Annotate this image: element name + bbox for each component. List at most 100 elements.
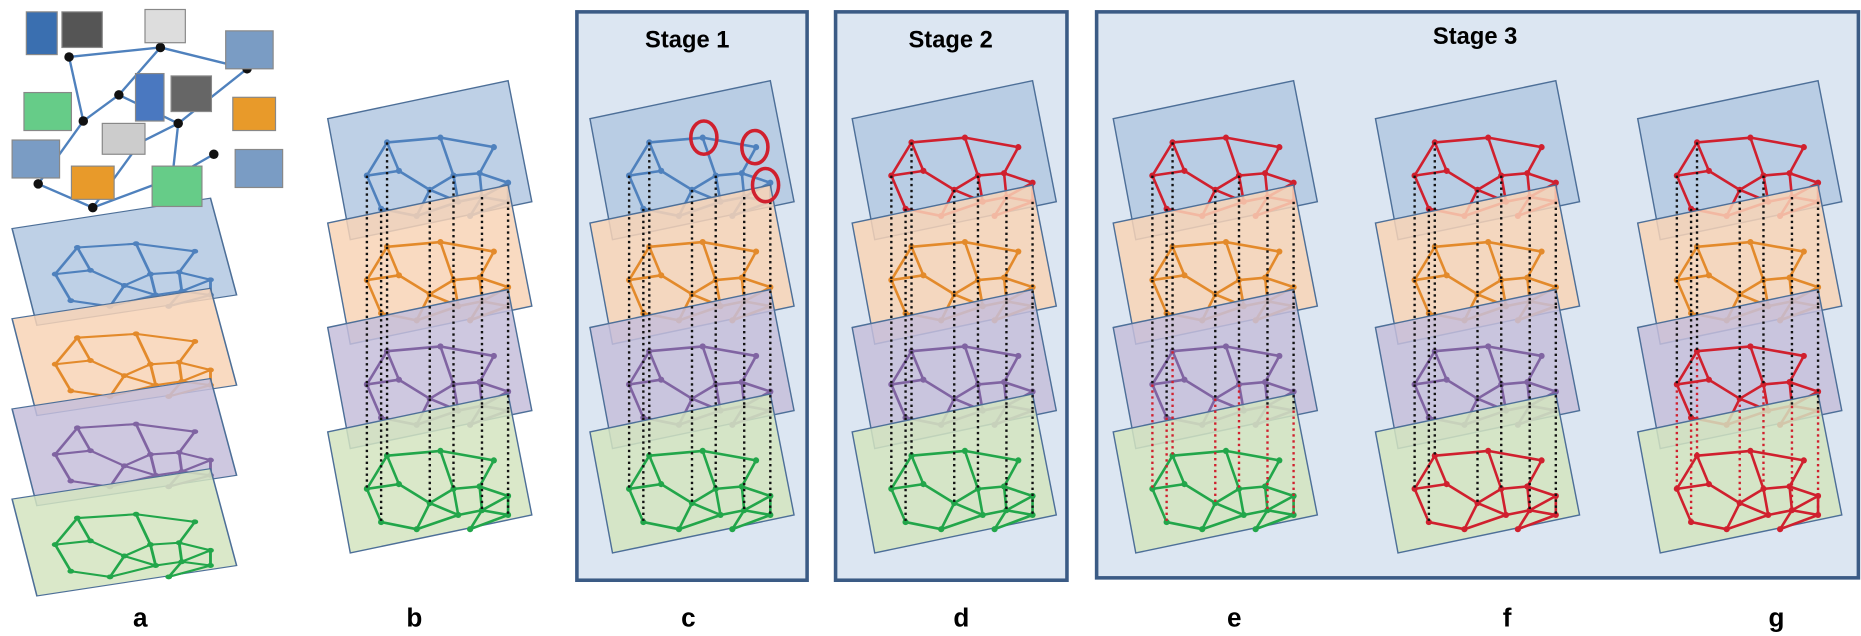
network-node <box>88 203 97 212</box>
network-node <box>1747 135 1753 141</box>
network-node <box>207 458 214 463</box>
panel-label: a <box>133 603 148 633</box>
network-node <box>980 512 986 518</box>
network-node <box>207 563 214 568</box>
network-node <box>1747 239 1753 245</box>
device-icon <box>171 76 211 112</box>
network-node <box>396 481 402 487</box>
network-node <box>1223 448 1229 454</box>
network-node <box>1181 168 1187 174</box>
network-node <box>67 298 74 303</box>
network-node <box>753 457 759 463</box>
network-node <box>1706 168 1712 174</box>
network-node <box>121 554 128 559</box>
network-node <box>753 248 759 254</box>
network-node <box>178 559 185 564</box>
network-node <box>74 516 81 521</box>
device-icon <box>12 140 59 178</box>
network-node <box>147 362 154 367</box>
network-node <box>152 563 159 568</box>
network-node <box>962 343 968 349</box>
network-node <box>920 272 926 278</box>
network-node <box>176 450 183 455</box>
network-node <box>191 429 198 434</box>
network-node <box>87 268 94 273</box>
network-node <box>1538 353 1544 359</box>
stage-title: Stage 1 <box>645 27 729 53</box>
network-node <box>1524 170 1530 176</box>
network-node <box>176 540 183 545</box>
network-node <box>1444 272 1450 278</box>
network-node <box>1276 248 1282 254</box>
network-node <box>1801 353 1807 359</box>
network-node <box>1223 135 1229 141</box>
network-node <box>1001 170 1007 176</box>
network-node <box>920 168 926 174</box>
device-icon <box>152 166 202 206</box>
network-node <box>67 479 74 484</box>
network-node <box>962 239 968 245</box>
network-node <box>1444 168 1450 174</box>
network-node <box>191 249 198 254</box>
network-node <box>1747 343 1753 349</box>
network-node <box>64 52 73 61</box>
network-node <box>67 569 74 574</box>
network-node <box>1262 170 1268 176</box>
network-node <box>1253 526 1259 532</box>
network-node <box>133 422 140 427</box>
network-node <box>437 448 443 454</box>
network-node <box>156 43 165 52</box>
network-node <box>414 526 420 532</box>
network-node <box>1706 377 1712 383</box>
network-node <box>121 373 128 378</box>
network-node <box>700 448 706 454</box>
network-node <box>79 116 88 125</box>
network-node <box>962 135 968 141</box>
network-node <box>209 150 218 159</box>
network-edge <box>140 123 178 142</box>
device-icon <box>136 74 164 121</box>
network-node <box>74 425 81 430</box>
network-node <box>491 144 497 150</box>
network-node <box>52 272 59 277</box>
network-node <box>67 388 74 393</box>
network-node <box>962 448 968 454</box>
network-node <box>437 135 443 141</box>
network-node <box>107 574 114 579</box>
figure: Stage 1 Stage 2 Stage 3 a b c d e f g <box>0 0 1861 636</box>
network-node <box>133 512 140 517</box>
network-node <box>147 542 154 547</box>
network-node <box>920 377 926 383</box>
network-node <box>147 272 154 277</box>
network-node <box>1485 343 1491 349</box>
network-node <box>437 239 443 245</box>
network-node <box>1181 272 1187 278</box>
network-node <box>176 270 183 275</box>
network-node <box>700 239 706 245</box>
network-node <box>1765 512 1771 518</box>
network-node <box>1801 144 1807 150</box>
network-node <box>700 135 706 141</box>
network-node <box>114 90 123 99</box>
network-node <box>1199 526 1205 532</box>
network-node <box>147 452 154 457</box>
network-node <box>1538 457 1544 463</box>
network-edge <box>69 47 160 56</box>
device-icon <box>235 150 282 188</box>
network-node <box>938 526 944 532</box>
network-node <box>455 512 461 518</box>
network-node <box>52 452 59 457</box>
network-node <box>467 526 473 532</box>
network-node <box>191 519 198 524</box>
network-node <box>1276 353 1282 359</box>
network-node <box>739 170 745 176</box>
network-node <box>87 448 94 453</box>
network-node <box>1706 481 1712 487</box>
network-node <box>1181 481 1187 487</box>
network-node <box>1706 272 1712 278</box>
network-node <box>658 481 664 487</box>
network-node <box>207 277 214 282</box>
network-node <box>33 179 42 188</box>
network-node <box>1724 526 1730 532</box>
network-node <box>1015 144 1021 150</box>
